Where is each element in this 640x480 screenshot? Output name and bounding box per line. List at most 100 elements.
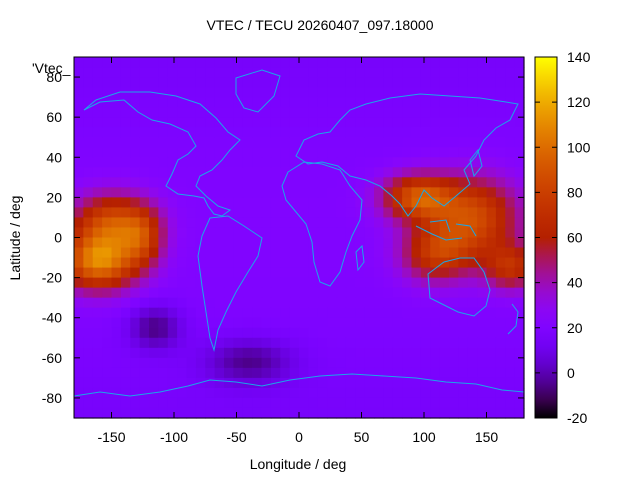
heatmap-cell xyxy=(111,237,122,249)
heatmap-cell xyxy=(374,217,384,229)
heatmap-cell xyxy=(120,307,131,319)
heatmap-cell xyxy=(374,357,384,369)
heatmap-cell xyxy=(177,387,188,399)
heatmap-cell xyxy=(345,387,356,399)
heatmap-cell xyxy=(467,327,478,339)
heatmap-cell xyxy=(214,197,225,209)
heatmap-cell xyxy=(270,87,281,98)
heatmap-cell xyxy=(308,167,319,178)
heatmap-cell xyxy=(158,97,169,108)
heatmap-cell xyxy=(467,247,478,259)
heatmap-cell xyxy=(252,297,263,309)
heatmap-cell xyxy=(336,267,347,279)
heatmap-cell xyxy=(205,237,216,249)
heatmap-cell xyxy=(505,307,516,319)
heatmap-cell xyxy=(411,257,422,269)
heatmap-cell xyxy=(289,327,300,339)
heatmap-cell xyxy=(514,107,525,118)
heatmap-cell xyxy=(439,247,450,259)
heatmap-cell xyxy=(374,57,384,68)
heatmap-cell xyxy=(486,167,497,178)
heatmap-cell xyxy=(214,237,225,249)
heatmap-cell xyxy=(280,267,291,279)
heatmap-cell xyxy=(514,197,525,209)
heatmap-cell xyxy=(495,247,506,259)
heatmap-cell xyxy=(364,117,375,128)
heatmap-cell xyxy=(317,347,328,359)
heatmap-cell xyxy=(252,187,263,198)
heatmap-cell xyxy=(158,67,169,78)
heatmap-cell xyxy=(495,407,506,419)
colorbar-tick-label: 40 xyxy=(567,275,583,291)
heatmap-cell xyxy=(345,137,356,148)
heatmap-cell xyxy=(74,97,84,108)
heatmap-cell xyxy=(177,337,188,349)
heatmap-cell xyxy=(467,307,478,319)
heatmap-cell xyxy=(355,77,366,88)
heatmap-cell xyxy=(449,297,459,309)
heatmap-cell xyxy=(120,347,131,359)
heatmap-cell xyxy=(242,187,253,198)
heatmap-cell xyxy=(214,227,225,239)
heatmap-cell xyxy=(280,137,291,148)
heatmap-cell xyxy=(270,387,281,399)
heatmap-cell xyxy=(102,377,113,389)
x-axis-label: Longitude / deg xyxy=(249,456,347,472)
heatmap-cell xyxy=(299,237,309,249)
heatmap-cell xyxy=(83,57,94,68)
heatmap-cell xyxy=(355,387,366,399)
heatmap-cell xyxy=(158,337,169,349)
heatmap-cell xyxy=(308,137,319,148)
heatmap-cell xyxy=(102,107,113,118)
heatmap-cell xyxy=(111,87,122,98)
heatmap-cell xyxy=(186,157,197,168)
heatmap-cell xyxy=(270,127,281,138)
heatmap-cell xyxy=(345,77,356,88)
heatmap-cell xyxy=(458,147,469,158)
heatmap-cell xyxy=(242,287,253,299)
heatmap-cell xyxy=(280,287,291,299)
heatmap-cell xyxy=(458,57,469,68)
heatmap-cell xyxy=(186,177,197,188)
heatmap-cell xyxy=(280,317,291,329)
heatmap-cell xyxy=(467,117,478,128)
heatmap-cell xyxy=(214,97,225,108)
heatmap-cell xyxy=(83,87,94,98)
heatmap-cell xyxy=(130,367,141,379)
heatmap-cell xyxy=(336,317,347,329)
heatmap-cell xyxy=(195,107,206,118)
heatmap-cell xyxy=(364,57,375,68)
heatmap-cell xyxy=(308,257,319,269)
heatmap-cell xyxy=(102,407,113,419)
heatmap-cell xyxy=(261,197,272,209)
heatmap-cell xyxy=(83,227,94,239)
heatmap-cell xyxy=(102,227,113,239)
heatmap-cell xyxy=(139,327,150,339)
heatmap-cell xyxy=(289,257,300,269)
heatmap-cell xyxy=(495,187,506,198)
heatmap-cell xyxy=(139,117,150,128)
heatmap-cell xyxy=(430,257,441,269)
heatmap-cell xyxy=(139,67,150,78)
heatmap-cell xyxy=(374,307,384,319)
heatmap-cell xyxy=(505,387,516,399)
heatmap-cell xyxy=(195,327,206,339)
heatmap-cell xyxy=(120,107,131,118)
heatmap-cell xyxy=(242,107,253,118)
heatmap-cell xyxy=(355,377,366,389)
heatmap-cell xyxy=(336,187,347,198)
heatmap-cell xyxy=(74,327,84,339)
heatmap-cell xyxy=(505,67,516,78)
heatmap-cell xyxy=(74,377,84,389)
heatmap-cell xyxy=(167,97,178,108)
heatmap-cell xyxy=(83,167,94,178)
y-tick-label: 80 xyxy=(46,69,62,85)
heatmap-cell xyxy=(420,307,431,319)
heatmap-cell xyxy=(261,337,272,349)
heatmap-cell xyxy=(345,107,356,118)
heatmap-cell xyxy=(158,127,169,138)
heatmap-cell xyxy=(336,227,347,239)
heatmap-cell xyxy=(327,227,338,239)
heatmap-cell xyxy=(252,317,263,329)
heatmap-cell xyxy=(102,277,113,289)
